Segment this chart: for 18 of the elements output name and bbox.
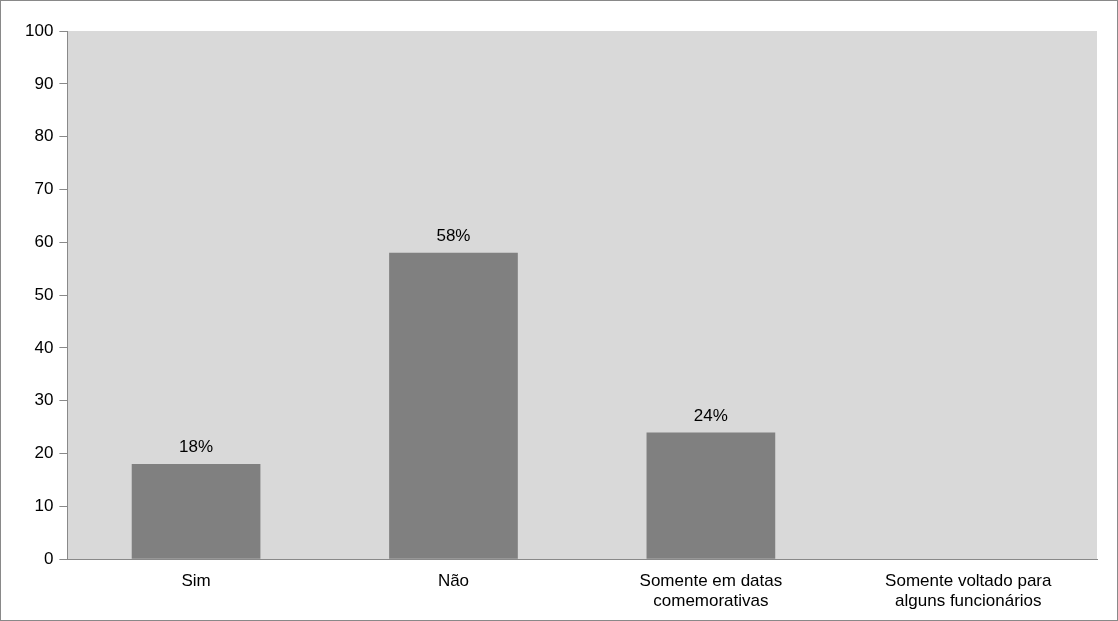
data-label: 24% <box>693 405 728 425</box>
y-tick-label: 50 <box>34 284 54 304</box>
y-tick-label: 90 <box>34 73 54 93</box>
y-tick-label: 0 <box>43 548 54 568</box>
y-tick-label: 30 <box>34 390 54 410</box>
y-tick-label: 10 <box>34 496 54 516</box>
data-label: 18% <box>179 437 214 457</box>
x-tick-label: Sim <box>181 571 211 591</box>
x-tick-label: Somente voltado para alguns funcionários <box>885 571 1052 611</box>
y-tick-label: 60 <box>34 231 54 251</box>
x-tick-label: Não <box>437 571 470 591</box>
y-tick-label: 40 <box>34 337 54 357</box>
y-tick-label: 70 <box>34 179 54 199</box>
y-tick-label: 80 <box>34 126 54 146</box>
y-tick-label: 100 <box>24 20 54 40</box>
y-tick-label: 20 <box>34 443 54 463</box>
data-label: 58% <box>436 226 471 246</box>
x-tick-label: Somente em datas comemorativas <box>639 571 783 611</box>
